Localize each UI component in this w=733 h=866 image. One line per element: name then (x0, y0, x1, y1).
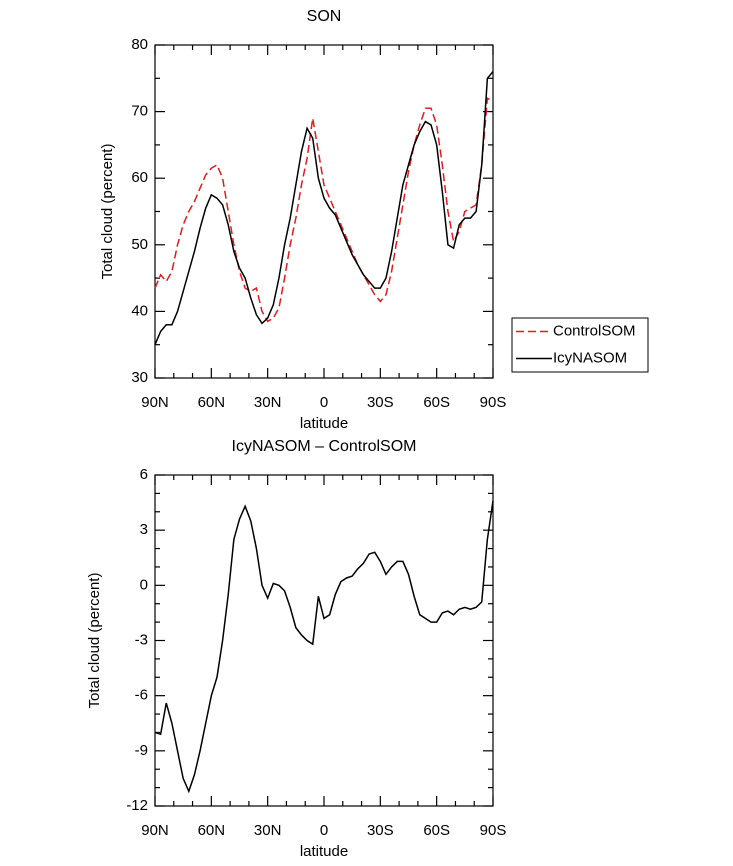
y-tick-label: -9 (135, 742, 148, 759)
panel: IcyNASOM – ControlSOM latitude Total cloud… (86, 438, 506, 860)
x-axis-label: latitude (300, 415, 348, 432)
x-axis-label: latitude (300, 843, 348, 860)
legend-label: ControlSOM (553, 322, 636, 339)
chart-title: SON (307, 8, 342, 25)
y-tick-label: 3 (140, 521, 148, 538)
y-tick-label: -12 (126, 797, 148, 814)
y-tick-label: 40 (131, 302, 148, 319)
x-tick-label: 60N (198, 394, 226, 411)
chart-title: IcyNASOM – ControlSOM (232, 438, 417, 455)
legend-box (511, 317, 649, 373)
y-tick-label: 50 (131, 236, 148, 253)
panel: SON latitude Total cloud (percent) 90N 60N 30… (99, 8, 649, 432)
x-tick-label: 60S (423, 394, 450, 411)
x-tick-label: 30N (254, 394, 282, 411)
data-line (154, 500, 494, 794)
y-tick-label: 30 (131, 369, 148, 386)
x-tick-label: 0 (320, 394, 328, 411)
y-tick-label: 70 (131, 103, 148, 120)
x-tick-label: 0 (320, 822, 328, 839)
y-tick-label: 0 (140, 576, 148, 593)
x-tick-label: 90N (141, 394, 169, 411)
plot-frame (154, 44, 494, 379)
data-line (154, 71, 494, 345)
x-tick-label: 60S (423, 822, 450, 839)
plot-frame (154, 474, 494, 807)
y-tick-label: -3 (135, 631, 148, 648)
x-tick-label: 90S (480, 822, 507, 839)
y-axis-label: Total cloud (percent) (99, 144, 116, 280)
y-tick-label: -6 (135, 687, 148, 704)
y-tick-label: 80 (131, 36, 148, 53)
x-tick-label: 90N (141, 822, 169, 839)
x-tick-label: 90S (480, 394, 507, 411)
x-tick-label: 30S (367, 822, 394, 839)
y-tick-label: 60 (131, 169, 148, 186)
x-tick-label: 60N (198, 822, 226, 839)
y-tick-label: 6 (140, 466, 148, 483)
data-line (154, 97, 494, 323)
legend-label: IcyNASOM (553, 349, 627, 366)
y-axis-label: Total cloud (percent) (86, 573, 103, 709)
x-tick-label: 30N (254, 822, 282, 839)
x-tick-label: 30S (367, 394, 394, 411)
